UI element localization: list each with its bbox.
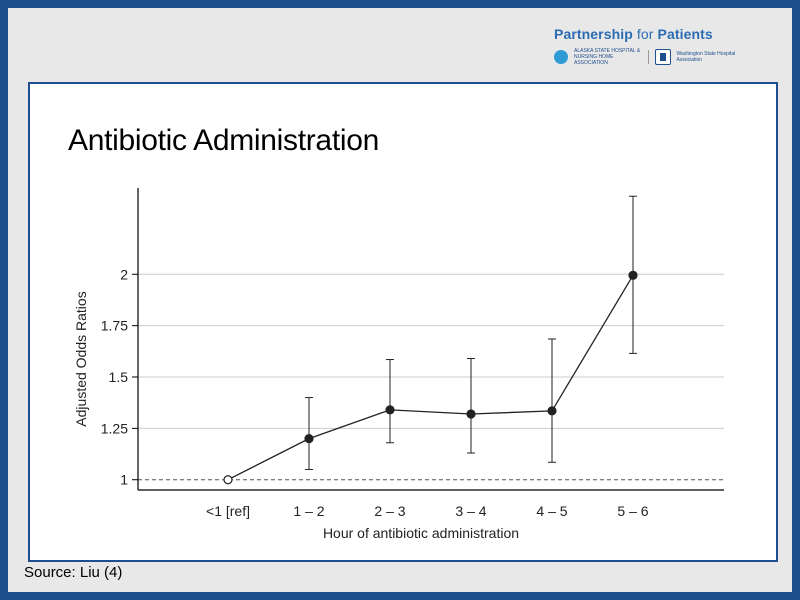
x-tick-label: 3 – 4 (455, 503, 486, 519)
slide-background: Partnership for Patients ALASKA STATE HO… (8, 8, 792, 592)
x-tick-label: 2 – 3 (374, 503, 405, 519)
y-tick-label: 1.75 (101, 318, 128, 334)
y-tick-label: 2 (120, 266, 128, 282)
brand-divider (647, 50, 649, 64)
wsha-logo-icon (654, 49, 671, 65)
brand-title-for: for (636, 26, 654, 42)
brand-org-1: ALASKA STATE HOSPITAL & NURSING HOME ASS… (574, 48, 641, 66)
data-point (547, 406, 557, 416)
series-line (227, 274, 634, 481)
x-tick-label: <1 [ref] (206, 503, 250, 519)
reference-point (223, 475, 233, 485)
content-panel: Antibiotic Administration 1 1.25 1.5 1.75 2 <… (28, 82, 778, 562)
brand-title-main: Partnership (554, 26, 633, 42)
brand-orgs: ALASKA STATE HOSPITAL & NURSING HOME ASS… (554, 48, 744, 66)
brand-title: Partnership for Patients (554, 26, 744, 42)
data-point (466, 409, 476, 419)
y-tick-label: 1.25 (101, 420, 128, 436)
partnership-logo: Partnership for Patients ALASKA STATE HO… (554, 26, 744, 66)
page-title: Antibiotic Administration (68, 124, 379, 157)
data-point (628, 270, 638, 280)
brand-title-end: Patients (657, 26, 713, 42)
x-tick-label: 5 – 6 (617, 503, 648, 519)
x-tick-label: 1 – 2 (293, 503, 324, 519)
x-tick-label: 4 – 5 (536, 503, 567, 519)
data-point (304, 434, 314, 444)
y-tick-label: 1 (120, 472, 128, 488)
y-tick-label: 1.5 (109, 369, 129, 385)
asha-logo-icon (554, 50, 568, 64)
y-axis-label: Adjusted Odds Ratios (73, 291, 89, 426)
data-point (385, 405, 395, 415)
odds-ratio-chart: 1 1.25 1.5 1.75 2 <1 [ref] 1 – 2 2 – 3 3 – 4 4 – … (73, 188, 724, 541)
source-note: Source: Liu (4) (24, 564, 123, 581)
brand-org-2: Washington State Hospital Association (676, 51, 736, 63)
x-axis-label: Hour of antibiotic administration (323, 525, 519, 541)
